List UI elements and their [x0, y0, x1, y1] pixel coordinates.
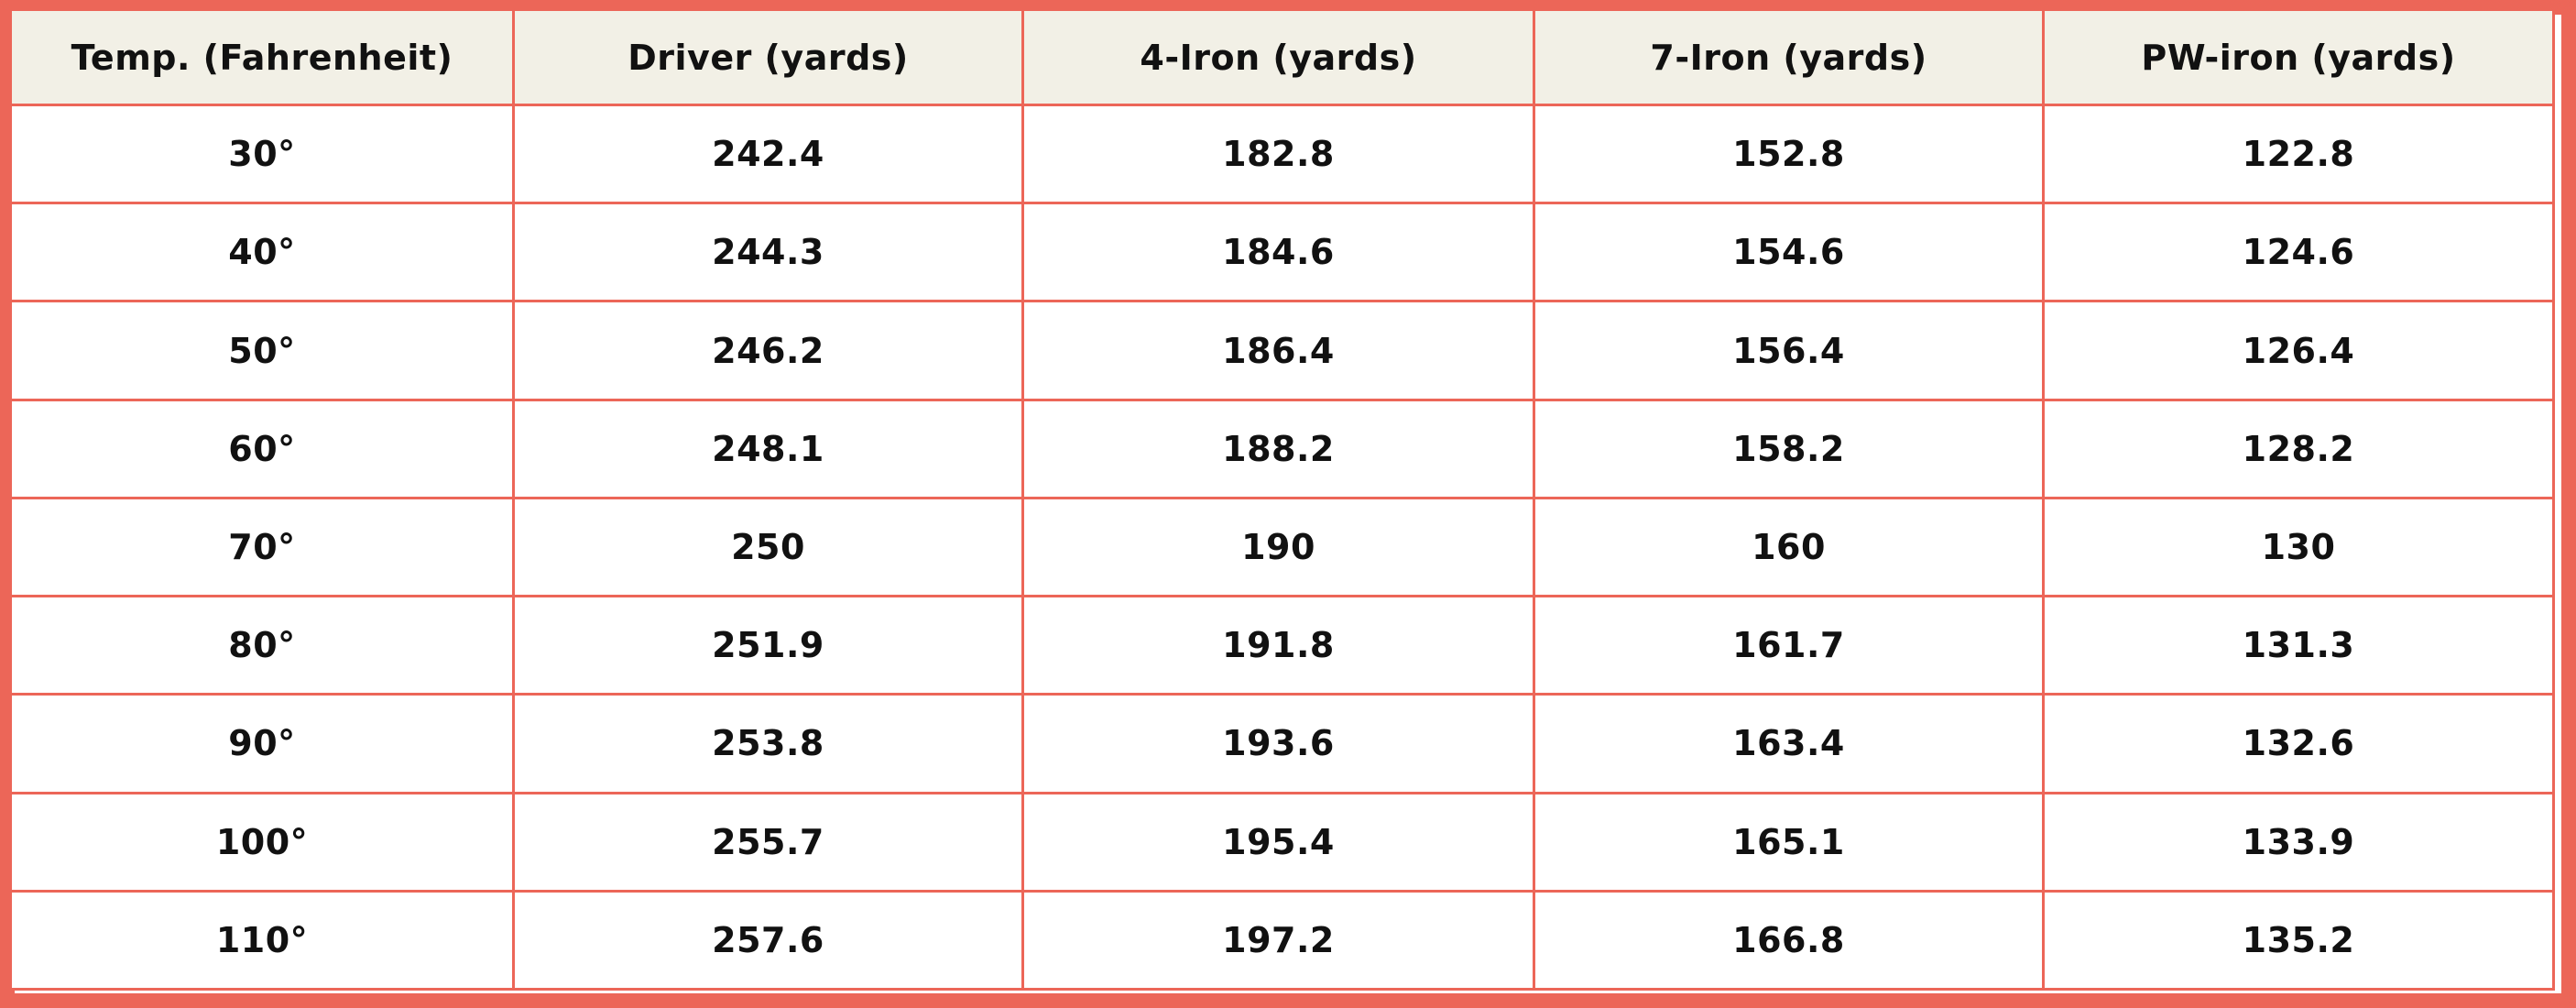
table-body: 30° 242.4 182.8 152.8 122.8 40° 244.3 18… — [9, 103, 2555, 992]
cell-4-iron: 195.4 — [1021, 791, 1535, 893]
cell-temperature: 70° — [9, 496, 515, 598]
cell-driver: 246.2 — [512, 300, 1024, 401]
cell-4-iron: 191.8 — [1021, 595, 1535, 696]
cell-driver: 255.7 — [512, 791, 1024, 893]
cell-pw-iron: 132.6 — [2042, 693, 2555, 794]
cell-7-iron: 158.2 — [1533, 398, 2045, 499]
cell-4-iron: 184.6 — [1021, 202, 1535, 303]
table-row: 40° 244.3 184.6 154.6 124.6 — [9, 202, 2555, 303]
table-row: 60° 248.1 188.2 158.2 128.2 — [9, 398, 2555, 499]
cell-4-iron: 190 — [1021, 496, 1535, 598]
cell-driver: 251.9 — [512, 595, 1024, 696]
table-row: 100° 255.7 195.4 165.1 133.9 — [9, 791, 2555, 893]
cell-pw-iron: 128.2 — [2042, 398, 2555, 499]
table-row: 50° 246.2 186.4 156.4 126.4 — [9, 300, 2555, 401]
cell-4-iron: 193.6 — [1021, 693, 1535, 794]
table-row: 110° 257.6 197.2 166.8 135.2 — [9, 889, 2555, 992]
cell-7-iron: 163.4 — [1533, 693, 2045, 794]
table-row: 30° 242.4 182.8 152.8 122.8 — [9, 103, 2555, 205]
cell-driver: 253.8 — [512, 693, 1024, 794]
cell-pw-iron: 131.3 — [2042, 595, 2555, 696]
header-row: Temp. (Fahrenheit) Driver (yards) 4-Iron… — [9, 8, 2555, 106]
header-4-iron: 4-Iron (yards) — [1021, 8, 1535, 106]
cell-temperature: 90° — [9, 693, 515, 794]
table-row: 80° 251.9 191.8 161.7 131.3 — [9, 595, 2555, 696]
table-row: 90° 253.8 193.6 163.4 132.6 — [9, 693, 2555, 794]
cell-temperature: 50° — [9, 300, 515, 401]
header-driver: Driver (yards) — [512, 8, 1024, 106]
cell-7-iron: 161.7 — [1533, 595, 2045, 696]
header-7-iron: 7-Iron (yards) — [1533, 8, 2045, 106]
table-row: 70° 250 190 160 130 — [9, 496, 2555, 598]
cell-7-iron: 160 — [1533, 496, 2045, 598]
cell-driver: 248.1 — [512, 398, 1024, 499]
temperature-distance-table: Temp. (Fahrenheit) Driver (yards) 4-Iron… — [9, 8, 2555, 992]
cell-driver: 244.3 — [512, 202, 1024, 303]
cell-temperature: 110° — [9, 889, 515, 992]
header-temperature: Temp. (Fahrenheit) — [9, 8, 515, 106]
cell-7-iron: 156.4 — [1533, 300, 2045, 401]
cell-4-iron: 182.8 — [1021, 103, 1535, 205]
cell-4-iron: 197.2 — [1021, 889, 1535, 992]
cell-driver: 242.4 — [512, 103, 1024, 205]
cell-7-iron: 152.8 — [1533, 103, 2045, 205]
cell-pw-iron: 130 — [2042, 496, 2555, 598]
cell-4-iron: 188.2 — [1021, 398, 1535, 499]
cell-7-iron: 165.1 — [1533, 791, 2045, 893]
cell-temperature: 30° — [9, 103, 515, 205]
cell-7-iron: 166.8 — [1533, 889, 2045, 992]
cell-pw-iron: 133.9 — [2042, 791, 2555, 893]
cell-4-iron: 186.4 — [1021, 300, 1535, 401]
cell-temperature: 100° — [9, 791, 515, 893]
cell-temperature: 60° — [9, 398, 515, 499]
header-pw-iron: PW-iron (yards) — [2042, 8, 2555, 106]
cell-pw-iron: 124.6 — [2042, 202, 2555, 303]
table-header: Temp. (Fahrenheit) Driver (yards) 4-Iron… — [9, 8, 2555, 106]
cell-7-iron: 154.6 — [1533, 202, 2045, 303]
cell-pw-iron: 126.4 — [2042, 300, 2555, 401]
cell-driver: 250 — [512, 496, 1024, 598]
cell-driver: 257.6 — [512, 889, 1024, 992]
cell-pw-iron: 122.8 — [2042, 103, 2555, 205]
cell-temperature: 40° — [9, 202, 515, 303]
cell-temperature: 80° — [9, 595, 515, 696]
cell-pw-iron: 135.2 — [2042, 889, 2555, 992]
